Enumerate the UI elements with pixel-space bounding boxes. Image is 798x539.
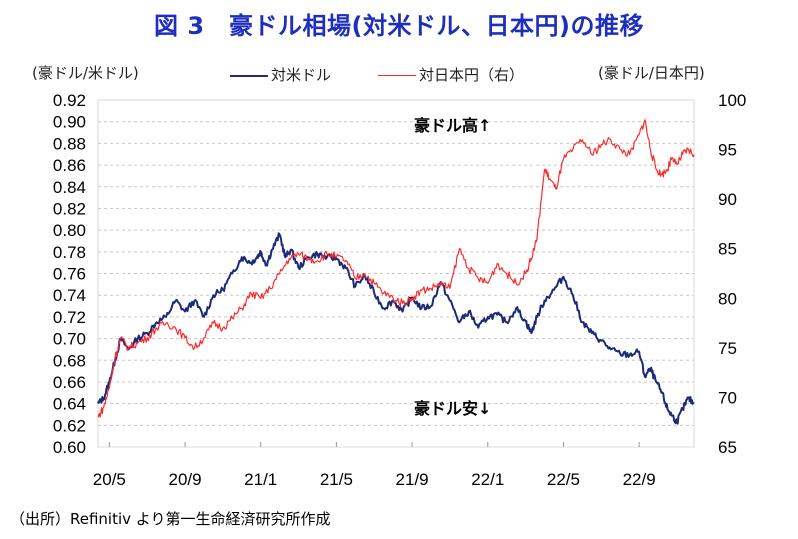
y-left-tick-label: 0.90 xyxy=(53,113,86,132)
x-axis-ticks: 20/5 20/9 21/1 21/5 21/9 22/1 22/5 22/9 xyxy=(93,442,656,489)
legend-label-jpy: 対日本円（右） xyxy=(419,66,525,84)
legend-line-jpy xyxy=(378,75,416,76)
series-line-usd xyxy=(97,232,695,425)
x-tick-label: 20/5 xyxy=(93,470,126,489)
y-left-tick-label: 0.80 xyxy=(53,221,86,240)
legend-item-usd: 対米ドル xyxy=(230,64,331,85)
y-left-tick-label: 0.64 xyxy=(53,395,86,414)
y-left-tick-label: 0.72 xyxy=(53,308,86,327)
x-tick-label: 21/9 xyxy=(396,470,429,489)
annotation-aud-up: 豪ドル高↑ xyxy=(414,116,491,135)
plot-frame xyxy=(97,99,695,448)
y-right-tick-label: 65 xyxy=(718,438,737,457)
source-note: （出所）Refinitiv より第一生命経済研究所作成 xyxy=(10,510,331,528)
y-right-tick-label: 100 xyxy=(718,91,746,110)
y-right-tick-label: 75 xyxy=(718,339,737,358)
left-axis-unit: (豪ドル/米ドル) xyxy=(32,64,139,82)
legend-line-usd xyxy=(230,74,268,77)
y-left-tick-label: 0.86 xyxy=(53,156,86,175)
x-tick-label: 22/5 xyxy=(547,470,580,489)
legend-item-jpy: 対日本円（右） xyxy=(378,64,524,85)
left-axis-ticks: 0.60 0.62 0.64 0.66 0.68 0.70 0.72 0.74 0.76 0.78… xyxy=(53,91,86,457)
chart-title: 図 3 豪ドル相場(対米ドル、日本円)の推移 xyxy=(154,12,644,40)
y-left-tick-label: 0.92 xyxy=(53,91,86,110)
y-left-tick-label: 0.78 xyxy=(53,243,86,262)
y-right-tick-label: 70 xyxy=(718,388,737,407)
y-left-tick-label: 0.76 xyxy=(53,265,86,284)
legend-label-usd: 対米ドル xyxy=(271,66,332,84)
x-tick-label: 21/1 xyxy=(244,470,277,489)
y-right-tick-label: 90 xyxy=(718,190,737,209)
series-lines xyxy=(97,119,695,425)
right-axis-ticks: 65 70 75 80 85 90 95 100 xyxy=(718,91,746,457)
y-left-tick-label: 0.60 xyxy=(53,438,86,457)
y-right-tick-label: 95 xyxy=(718,141,737,160)
y-right-tick-label: 85 xyxy=(718,240,737,259)
y-left-tick-label: 0.74 xyxy=(53,286,86,305)
y-left-tick-label: 0.82 xyxy=(53,199,86,218)
y-left-tick-label: 0.88 xyxy=(53,134,86,153)
grid xyxy=(98,121,694,426)
y-left-tick-label: 0.68 xyxy=(53,351,86,370)
y-left-tick-label: 0.70 xyxy=(53,330,86,349)
right-axis-unit: (豪ドル/日本円) xyxy=(598,64,705,82)
annotation-aud-down: 豪ドル安↓ xyxy=(414,399,491,418)
x-tick-label: 21/5 xyxy=(320,470,353,489)
y-left-tick-label: 0.62 xyxy=(53,416,86,435)
y-left-tick-label: 0.66 xyxy=(53,373,86,392)
y-right-tick-label: 80 xyxy=(718,289,737,308)
x-tick-label: 22/1 xyxy=(471,470,504,489)
y-left-tick-label: 0.84 xyxy=(53,178,86,197)
series-line-jpy xyxy=(97,119,695,418)
x-tick-label: 20/9 xyxy=(168,470,201,489)
x-tick-label: 22/9 xyxy=(623,470,656,489)
